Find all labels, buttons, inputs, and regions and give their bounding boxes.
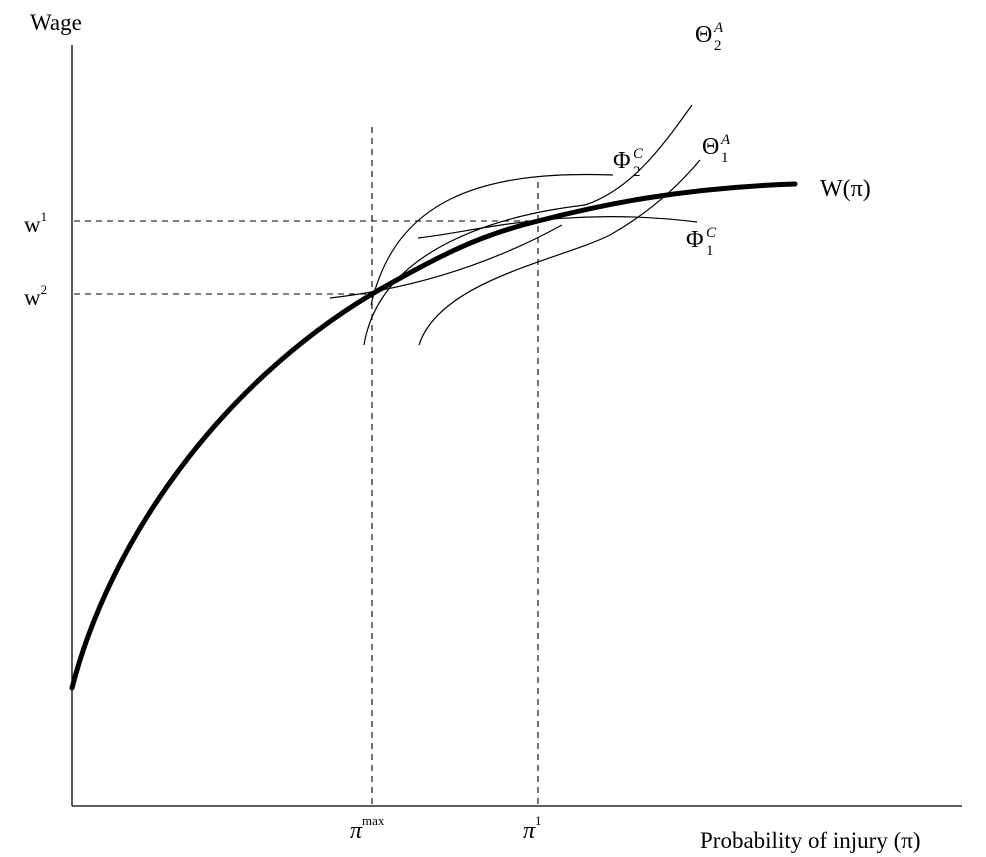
phi1-label: Φ C 1 <box>686 217 722 259</box>
w2-tick-label: w2 <box>24 282 47 310</box>
y-axis-label: Wage <box>30 10 82 35</box>
wage-function-curve <box>69 181 798 691</box>
pimax-tick-label: πmax <box>350 813 385 844</box>
phi2-sub: 2 <box>633 164 641 180</box>
w1-tick-label: w1 <box>24 209 47 237</box>
phi2-sup: C <box>633 146 644 162</box>
theta1-base: Θ <box>702 134 719 160</box>
pimax-tick-sup: max <box>362 813 385 828</box>
phi1-base: Φ <box>686 227 704 253</box>
theta2-sub: 2 <box>714 38 722 54</box>
pi1-tick-base: π <box>523 818 536 844</box>
w1-tick-sup: 1 <box>41 209 48 224</box>
theta2-label: Θ A 2 <box>695 12 729 54</box>
phi2-curve <box>370 173 614 306</box>
w2-tick-sup: 2 <box>41 282 48 297</box>
pimax-tick-base: π <box>350 818 363 844</box>
theta2-base: Θ <box>695 22 712 48</box>
theta1-sup: A <box>720 132 731 148</box>
w1-tick-base: w <box>24 212 41 237</box>
phi1-sup: C <box>706 225 717 241</box>
theta2-sup: A <box>713 20 724 36</box>
pi1-tick-sup: 1 <box>535 813 542 828</box>
phi2-base: Φ <box>613 148 631 174</box>
wage-function-label: W(π) <box>820 176 871 202</box>
theta1-sub: 1 <box>721 150 729 166</box>
theta1-curve <box>418 159 701 346</box>
phi1-sub: 1 <box>706 243 714 259</box>
phi2-label: Φ C 2 <box>613 138 649 180</box>
x-axis-label: Probability of injury (π) <box>700 828 921 853</box>
pi1-tick-label: π1 <box>523 813 542 844</box>
phi-lower-curve <box>329 224 563 299</box>
theta1-label: Θ A 1 <box>702 124 736 166</box>
w2-tick-base: w <box>24 285 41 310</box>
